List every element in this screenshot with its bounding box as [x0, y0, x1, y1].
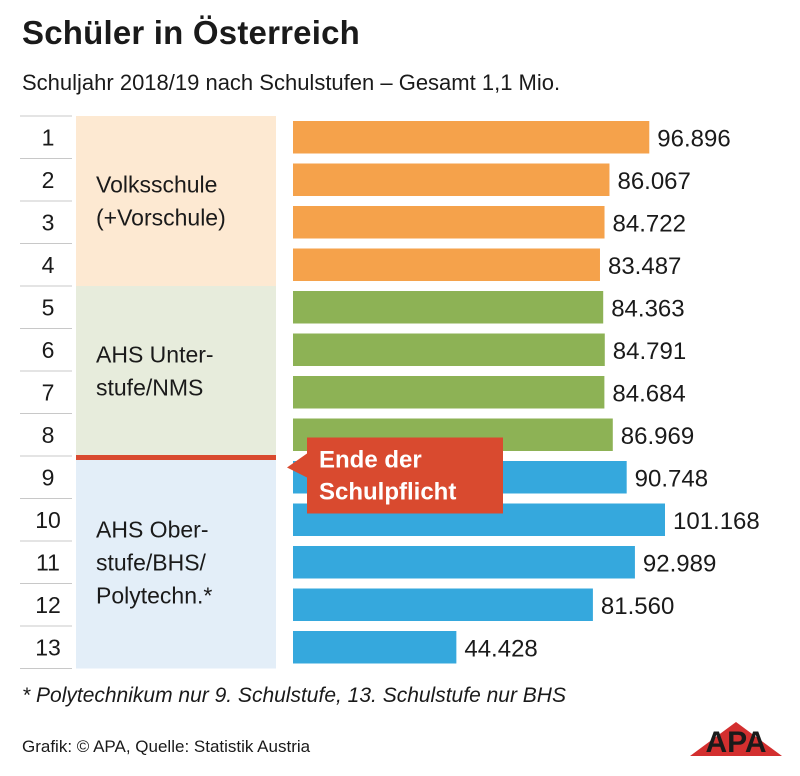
value-label: 84.684 [612, 380, 685, 407]
value-label: 84.363 [611, 295, 684, 322]
value-label: 96.896 [657, 125, 730, 152]
group-label: stufe/NMS [96, 375, 203, 401]
category-label: 10 [35, 507, 61, 533]
chart-subtitle: Schuljahr 2018/19 nach Schulstufen – Ges… [22, 70, 561, 95]
apa-logo-text: APA [705, 726, 766, 759]
group-panel-3 [76, 456, 276, 669]
value-label: 84.791 [613, 338, 686, 365]
group-label: stufe/BHS/ [96, 549, 207, 575]
bar [293, 206, 605, 239]
footnote: * Polytechnikum nur 9. Schulstufe, 13. S… [22, 684, 566, 707]
value-label: 86.067 [617, 168, 690, 195]
category-label: 13 [35, 634, 61, 660]
group-panel-1 [76, 116, 276, 286]
category-label: 2 [42, 167, 55, 193]
bar [293, 333, 605, 366]
annotation-text: Ende der [319, 447, 422, 474]
category-label: 1 [42, 124, 55, 150]
group-label: Volksschule [96, 172, 217, 198]
category-label: 7 [42, 379, 55, 405]
bar [293, 291, 604, 324]
apa-logo: APA [690, 722, 782, 759]
bar [293, 121, 650, 154]
category-label: 9 [42, 464, 55, 490]
group-label: (+Vorschule) [96, 205, 226, 231]
bar [293, 248, 600, 281]
bar [293, 376, 605, 409]
apa-logo-triangle [690, 722, 782, 756]
annotation-box [307, 437, 503, 514]
bar [293, 163, 610, 196]
value-label: 44.428 [464, 635, 537, 662]
group-label: AHS Ober- [96, 516, 208, 542]
category-label: 12 [35, 592, 61, 618]
value-label: 90.748 [635, 465, 708, 492]
category-label: 3 [42, 209, 55, 235]
value-label: 92.989 [643, 550, 716, 577]
value-label: 101.168 [673, 508, 760, 535]
group-label: Polytechn.* [96, 582, 212, 608]
category-label: 5 [42, 294, 55, 320]
value-label: 83.487 [608, 253, 681, 280]
group-panel-2 [76, 286, 276, 456]
category-label: 11 [36, 549, 60, 575]
annotation-text: Schulpflicht [319, 479, 456, 506]
bar-chart: 12345678910111213Volksschule(+Vorschule)… [20, 115, 760, 669]
category-label: 8 [42, 422, 55, 448]
bar [293, 631, 457, 664]
value-label: 84.722 [613, 210, 686, 237]
chart-title: Schüler in Österreich [22, 14, 360, 51]
category-label: 6 [42, 337, 55, 363]
value-label: 86.969 [621, 423, 694, 450]
bar [293, 546, 635, 579]
category-label: 4 [42, 252, 55, 278]
group-label: AHS Unter- [96, 342, 214, 368]
value-label: 81.560 [601, 593, 674, 620]
annotation-pointer [287, 453, 307, 478]
source-credit: Grafik: © APA, Quelle: Statistik Austria [22, 737, 311, 756]
bar [293, 588, 593, 621]
